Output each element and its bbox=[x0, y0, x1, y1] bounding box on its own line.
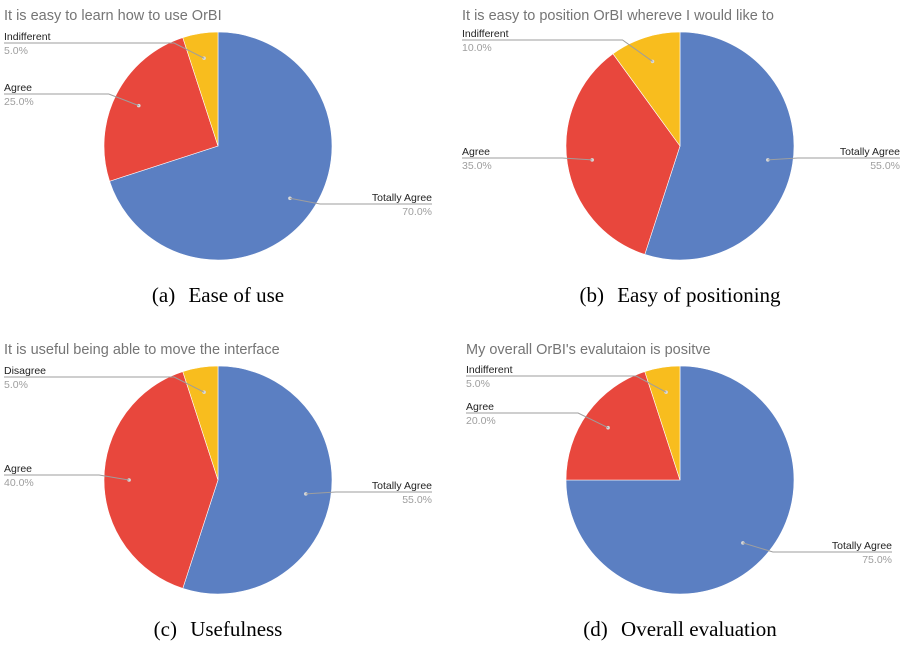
slice-label: Totally Agree bbox=[832, 540, 892, 552]
caption-tag: (a) bbox=[152, 283, 175, 307]
caption-text: Usefulness bbox=[190, 617, 282, 641]
leader-line bbox=[742, 542, 892, 553]
slice-percent: 70.0% bbox=[402, 206, 432, 218]
slice-percent: 75.0% bbox=[862, 554, 892, 566]
pie-slice-indifferent bbox=[644, 365, 681, 481]
pie bbox=[565, 365, 795, 595]
figure-caption: (b) Easy of positioning bbox=[579, 283, 781, 307]
leader-line bbox=[4, 42, 205, 59]
slice-percent: 35.0% bbox=[462, 160, 492, 172]
pie bbox=[103, 365, 333, 595]
pie-slice-agree bbox=[565, 53, 681, 255]
leader-line bbox=[305, 491, 432, 495]
pie-slice-indifferent bbox=[182, 31, 219, 147]
caption-text: Ease of use bbox=[188, 283, 284, 307]
slice-percent: 40.0% bbox=[4, 477, 34, 489]
pie-slice-disagree bbox=[182, 365, 219, 481]
pie bbox=[565, 31, 795, 261]
pie-slice-totally-agree bbox=[109, 31, 333, 261]
slice-label: Agree bbox=[4, 463, 32, 475]
caption-tag: (d) bbox=[583, 617, 608, 641]
pie-slice-agree bbox=[103, 371, 219, 589]
slice-percent: 20.0% bbox=[466, 415, 496, 427]
chart-panel-usefulness: It is useful being able to move the inte… bbox=[4, 342, 432, 641]
slice-label: Disagree bbox=[4, 365, 46, 377]
chart-panel-ease-of-use: It is easy to learn how to use OrBI Tota… bbox=[4, 8, 432, 307]
slice-label: Indifferent bbox=[4, 31, 51, 43]
chart-title: It is useful being able to move the inte… bbox=[4, 342, 280, 358]
pie-slice-indifferent bbox=[612, 31, 681, 147]
leader-line bbox=[462, 157, 593, 161]
chart-title: It is easy to position OrBI whereve I wo… bbox=[462, 8, 774, 24]
caption-text: Overall evaluation bbox=[621, 617, 777, 641]
slice-label: Totally Agree bbox=[840, 146, 900, 158]
chart-title: It is easy to learn how to use OrBI bbox=[4, 8, 222, 24]
slice-percent: 10.0% bbox=[462, 42, 492, 54]
slice-label: Agree bbox=[466, 401, 494, 413]
chart-panel-easy-of-positioning: It is easy to position OrBI whereve I wo… bbox=[462, 8, 900, 307]
chart-title: My overall OrBI's evalutaion is positve bbox=[466, 342, 711, 358]
slice-percent: 55.0% bbox=[870, 160, 900, 172]
leader-line bbox=[767, 157, 900, 161]
leader-line bbox=[4, 474, 130, 481]
slice-labels: Totally Agree 55.0% Agree 40.0% Disagree 5.0% bbox=[4, 365, 432, 506]
figure-caption: (a) Ease of use bbox=[152, 283, 284, 307]
slice-label: Agree bbox=[4, 82, 32, 94]
slice-label: Indifferent bbox=[466, 364, 513, 376]
leader-line bbox=[466, 412, 609, 429]
figure-caption: (c) Usefulness bbox=[154, 617, 283, 641]
leader-line bbox=[466, 375, 667, 393]
pie-slice-totally-agree bbox=[565, 365, 795, 595]
slice-labels: Totally Agree 75.0% Agree 20.0% Indifferent 5… bbox=[466, 364, 892, 566]
slice-percent: 5.0% bbox=[4, 379, 28, 391]
slice-percent: 25.0% bbox=[4, 96, 34, 108]
slice-label: Totally Agree bbox=[372, 192, 432, 204]
pie-slice-totally-agree bbox=[182, 365, 333, 595]
slice-percent: 5.0% bbox=[4, 45, 28, 57]
slice-label: Agree bbox=[462, 146, 490, 158]
chart-panel-overall-evaluation: My overall OrBI's evalutaion is positve … bbox=[466, 342, 892, 641]
leader-line bbox=[462, 39, 653, 62]
caption-tag: (c) bbox=[154, 617, 177, 641]
slice-label: Indifferent bbox=[462, 28, 509, 40]
slice-labels: Totally Agree 55.0% Agree 35.0% Indifferent 1… bbox=[462, 28, 900, 172]
leader-line bbox=[289, 197, 432, 205]
caption-tag: (b) bbox=[579, 283, 604, 307]
figure-caption: (d) Overall evaluation bbox=[583, 617, 777, 641]
slice-percent: 5.0% bbox=[466, 378, 490, 390]
caption-text: Easy of positioning bbox=[617, 283, 781, 307]
leader-line bbox=[4, 93, 139, 107]
slice-percent: 55.0% bbox=[402, 494, 432, 506]
slice-label: Totally Agree bbox=[372, 480, 432, 492]
pie-slice-agree bbox=[103, 37, 219, 182]
pie bbox=[103, 31, 333, 261]
slice-labels: Totally Agree 70.0% Agree 25.0% Indifferent 5… bbox=[4, 31, 432, 218]
leader-line bbox=[4, 376, 205, 393]
pie-slice-totally-agree bbox=[644, 31, 795, 261]
